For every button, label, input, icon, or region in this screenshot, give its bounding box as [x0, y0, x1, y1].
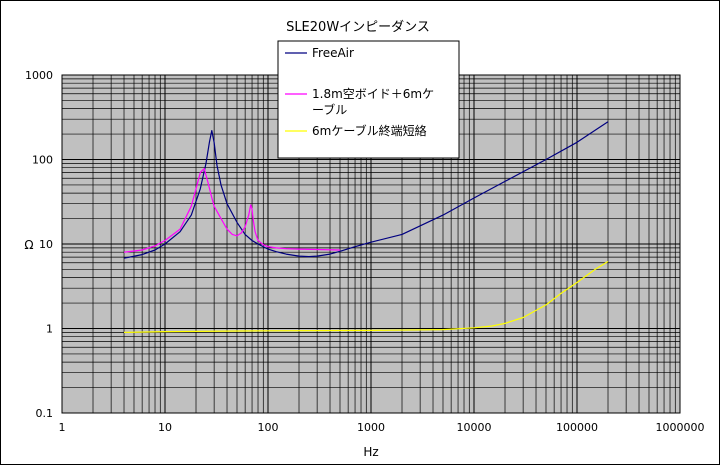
legend-label-cable-short: 6mケーブル終端短絡 — [312, 123, 427, 138]
legend-label-void-cable: 1.8m空ボイド＋6mケ ーブル — [312, 87, 438, 117]
x-tick-label: 100 — [258, 421, 279, 434]
x-tick-labels: 1 10 100 1000 10000 100000 1000000 — [59, 421, 705, 434]
legend-box — [277, 40, 460, 159]
legend-label-void-cable-line1: 1.8m空ボイド＋6mケ — [312, 87, 434, 101]
y-tick-labels: 0.1 1 10 100 1000 — [25, 69, 53, 420]
y-tick-label: 10 — [39, 238, 53, 251]
x-tick-label: 1000000 — [656, 421, 705, 434]
legend: FreeAir 1.8m空ボイド＋6mケ ーブル 6mケーブル終端短絡 — [277, 40, 460, 159]
legend-label-void-cable-line2: ーブル — [312, 102, 347, 117]
x-tick-label: 1000 — [357, 421, 385, 434]
y-tick-label: 100 — [32, 154, 53, 167]
series-layer — [123, 121, 609, 333]
y-tick-label: 0.1 — [36, 407, 54, 420]
x-tick-label: 1 — [59, 421, 66, 434]
x-axis-label: Hz — [363, 445, 378, 459]
legend-label-free-air: FreeAir — [312, 46, 354, 60]
series-free-air — [123, 121, 609, 259]
series-cable-short — [123, 260, 609, 333]
y-tick-label: 1 — [46, 323, 53, 336]
x-tick-label: 10000 — [457, 421, 492, 434]
chart-title: SLE20Wインピーダンス — [286, 20, 430, 35]
y-axis-label: Ω — [24, 238, 33, 252]
x-tick-label: 10 — [158, 421, 172, 434]
series-void-cable — [123, 168, 341, 253]
y-tick-label: 1000 — [25, 69, 53, 82]
x-tick-label: 100000 — [556, 421, 598, 434]
grid-lines — [62, 75, 680, 413]
